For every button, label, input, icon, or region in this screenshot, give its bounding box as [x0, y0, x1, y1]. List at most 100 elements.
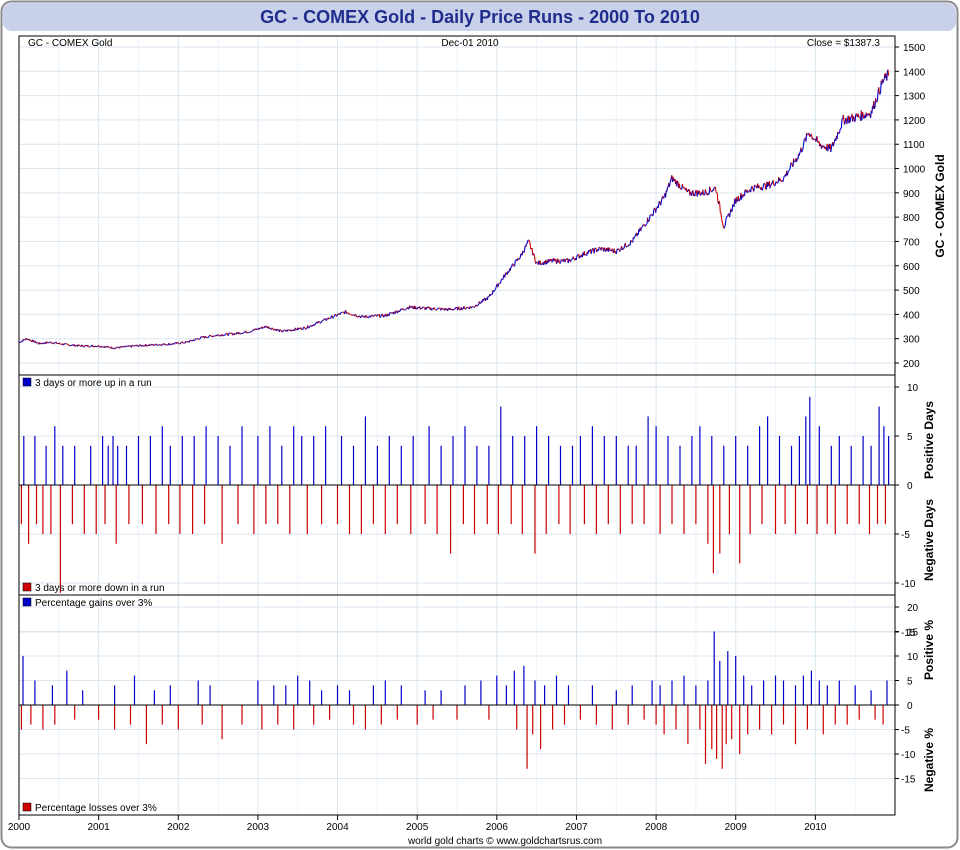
- price-segment-up: [167, 343, 170, 346]
- price-segment-up: [322, 319, 325, 321]
- price-segment-up: [314, 322, 317, 324]
- price-segment-up: [297, 327, 300, 330]
- price-segment-up: [75, 344, 77, 347]
- price-segment-down: [580, 254, 583, 258]
- price-segment-up: [833, 140, 836, 144]
- price-segment-down: [145, 343, 147, 346]
- x-tick-label: 2006: [486, 822, 509, 833]
- price-segment-down: [718, 200, 721, 204]
- price-segment-down: [409, 305, 411, 308]
- price-segment-down: [203, 336, 205, 338]
- price-segment-up: [188, 340, 191, 343]
- price-segment-up: [471, 306, 473, 308]
- price-segment-down: [433, 307, 436, 309]
- price-segment-down: [779, 177, 782, 181]
- price-segment-up: [53, 342, 55, 345]
- price-segment-down: [555, 259, 557, 264]
- price-segment-down: [303, 326, 306, 328]
- price-segment-up: [753, 184, 756, 192]
- price-segment-up: [629, 244, 631, 246]
- price-segment-up: [95, 345, 98, 348]
- price-segment-down: [283, 329, 285, 331]
- pct-tick-label: -5: [901, 726, 910, 737]
- price-segment-up: [262, 327, 264, 329]
- price-segment-up: [660, 201, 662, 206]
- price-segment-up: [29, 339, 31, 341]
- price-segment-up: [502, 276, 505, 280]
- price-segment-down: [162, 343, 164, 345]
- price-segment-down: [873, 101, 875, 109]
- price-segment-up: [483, 298, 485, 301]
- price-segment-up: [339, 312, 342, 315]
- price-segment-up: [660, 198, 663, 202]
- price-segment-up: [348, 313, 350, 315]
- price-segment-down: [400, 308, 403, 310]
- price-segment-up: [663, 195, 665, 199]
- price-segment-up: [536, 261, 538, 263]
- price-segment-down: [256, 328, 258, 330]
- price-segment-down: [806, 132, 808, 135]
- price-segment-down: [749, 189, 751, 192]
- price-segment-up: [19, 341, 22, 344]
- price-segment-up: [802, 139, 805, 146]
- price-segment-up: [567, 259, 570, 264]
- price-segment-up: [372, 315, 375, 317]
- price-segment-down: [252, 329, 255, 331]
- price-segment-down: [60, 343, 62, 345]
- price-segment-down: [533, 253, 536, 257]
- price-segment-up: [311, 325, 313, 327]
- price-tick-label: 1000: [903, 165, 926, 176]
- price-segment-up: [724, 219, 727, 226]
- price-segment-up: [665, 190, 667, 198]
- price-segment-up: [93, 346, 96, 348]
- price-segment-down: [355, 315, 358, 318]
- price-segment-up: [627, 245, 629, 247]
- price-segment-down: [236, 331, 239, 334]
- x-tick-label: 2009: [725, 822, 748, 833]
- price-segment-up: [194, 338, 196, 341]
- legend-down-pct: Percentage losses over 3%: [35, 803, 157, 814]
- price-segment-up: [228, 332, 230, 334]
- pct-tick-label: 20: [907, 603, 919, 614]
- price-segment-up: [497, 284, 500, 288]
- price-segment-down: [620, 245, 623, 250]
- price-series: [18, 69, 890, 350]
- price-segment-down: [716, 192, 719, 201]
- price-segment-up: [263, 325, 266, 328]
- price-segment-down: [517, 257, 519, 260]
- price-segment-down: [139, 344, 142, 346]
- price-segment-up: [666, 186, 669, 192]
- price-segment-down: [434, 309, 437, 311]
- price-segment-down: [661, 196, 664, 199]
- price-segment-up: [207, 336, 209, 339]
- price-segment-up: [333, 314, 336, 318]
- price-segment-up: [174, 342, 176, 344]
- days-tick-label: -5: [901, 530, 910, 541]
- price-segment-up: [633, 236, 636, 239]
- price-segment-up: [634, 235, 636, 238]
- price-segment-down: [793, 158, 795, 163]
- price-segment-up: [267, 327, 269, 329]
- price-segment-up: [591, 248, 593, 252]
- price-segment-up: [738, 198, 741, 201]
- price-axis-title: GC - COMEX Gold: [933, 154, 947, 257]
- price-segment-up: [494, 287, 497, 290]
- price-segment-up: [668, 183, 671, 187]
- price-segment-up: [290, 329, 293, 332]
- price-segment-up: [336, 314, 339, 316]
- price-segment-down: [719, 203, 721, 213]
- price-segment-up: [801, 149, 804, 151]
- price-segment-up: [615, 252, 618, 255]
- price-segment-up: [212, 335, 215, 337]
- price-segment-down: [754, 184, 756, 187]
- price-segment-down: [658, 200, 661, 204]
- price-segment-down: [52, 342, 54, 345]
- price-tick-label: 900: [903, 189, 920, 200]
- price-segment-up: [570, 259, 572, 262]
- price-segment-up: [782, 177, 785, 182]
- price-segment-up: [306, 327, 308, 329]
- price-segment-up: [239, 333, 242, 335]
- price-segment-up: [519, 256, 521, 259]
- price-segment-down: [204, 335, 207, 338]
- price-segment-up: [137, 345, 140, 348]
